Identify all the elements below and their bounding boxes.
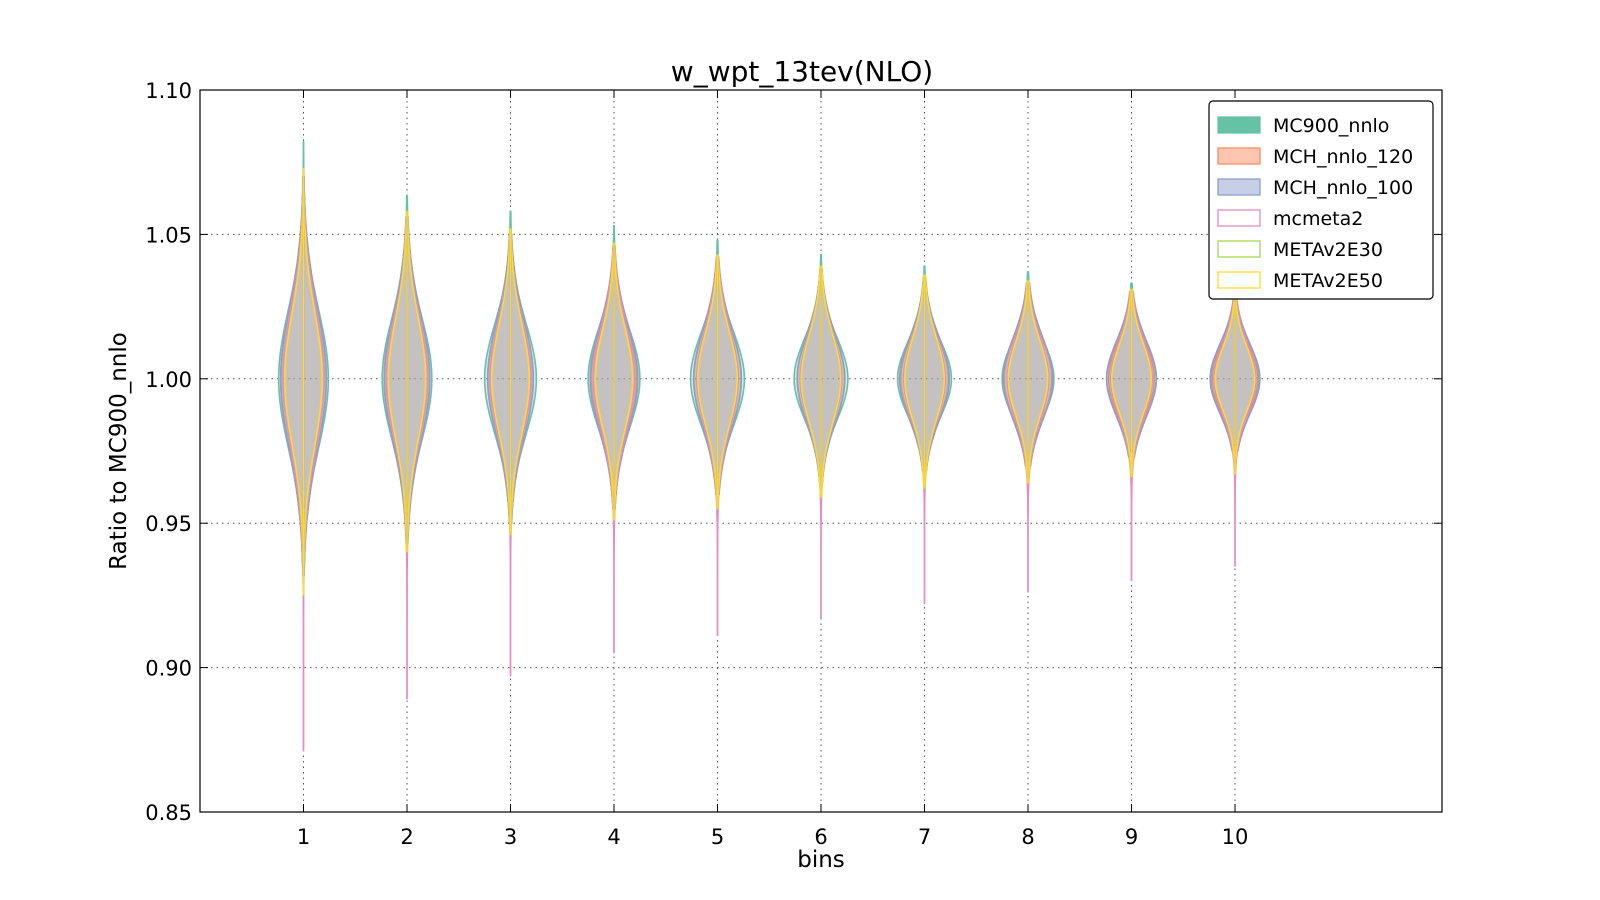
violin-metav2e50-bin-6: [800, 265, 842, 499]
x-axis-label: bins: [797, 847, 845, 873]
chart-title: w_wpt_13tev(NLO): [671, 55, 933, 88]
legend-label: MC900_nnlo: [1273, 115, 1389, 137]
x-tick-label: 8: [1021, 825, 1034, 849]
x-tick-label: 7: [918, 825, 931, 849]
violin-metav2e50-bin-7: [904, 274, 945, 490]
legend-label: MCH_nnlo_120: [1273, 146, 1413, 168]
legend-swatch: [1217, 271, 1261, 289]
y-tick-label: 0.95: [145, 512, 192, 536]
legend-label: METAv2E50: [1273, 270, 1383, 292]
x-tick-label: 1: [297, 825, 310, 849]
legend-swatch: [1217, 116, 1261, 134]
legend-swatch: [1217, 178, 1261, 196]
y-tick-label: 1.10: [145, 79, 192, 103]
x-tick-label: 3: [504, 825, 517, 849]
legend-label: METAv2E30: [1273, 239, 1383, 261]
x-tick-label: 2: [400, 825, 413, 849]
legend-frame: [1208, 100, 1434, 300]
legend-swatch: [1217, 209, 1261, 227]
y-axis-label: Ratio to MC900_nnlo: [106, 332, 132, 570]
x-tick-label: 6: [814, 825, 827, 849]
y-tick-label: 1.05: [145, 223, 192, 247]
x-tick-label: 5: [711, 825, 724, 849]
y-tick-label: 0.85: [145, 801, 192, 825]
y-tick-label: 0.90: [145, 657, 192, 681]
x-tick-label: 4: [607, 825, 620, 849]
legend-label: mcmeta2: [1273, 208, 1363, 230]
x-tick-label: 10: [1222, 825, 1249, 849]
axis-ticks: 1 2 3 4 5 6 7 8 9 10 0.85 0.90 0.95 1.00 1.05 1.10: [145, 79, 1442, 849]
legend-swatch: [1217, 147, 1261, 165]
legend-swatch: [1217, 240, 1261, 258]
violin-group: [277, 141, 1261, 752]
legend: MC900_nnlo MCH_nnlo_120 MCH_nnlo_100mcmeta…: [1208, 100, 1434, 300]
x-tick-label: 9: [1125, 825, 1138, 849]
violin-metav2e50-bin-9: [1111, 288, 1152, 478]
legend-label: MCH_nnlo_100: [1273, 177, 1413, 199]
y-tick-label: 1.00: [145, 368, 192, 392]
